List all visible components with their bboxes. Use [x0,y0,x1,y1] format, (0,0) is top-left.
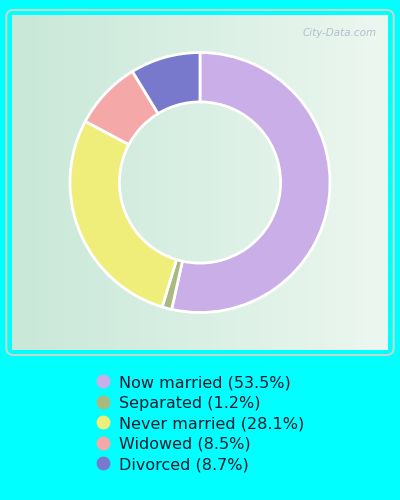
Text: Marital status in Champlain, NY: Marital status in Champlain, NY [14,16,386,36]
Legend: Now married (53.5%), Separated (1.2%), Never married (28.1%), Widowed (8.5%), Di: Now married (53.5%), Separated (1.2%), N… [89,368,311,479]
Wedge shape [70,122,176,307]
Wedge shape [132,52,200,114]
Wedge shape [85,72,158,144]
Wedge shape [172,52,330,312]
Text: City-Data.com: City-Data.com [302,28,377,38]
Wedge shape [162,260,182,310]
